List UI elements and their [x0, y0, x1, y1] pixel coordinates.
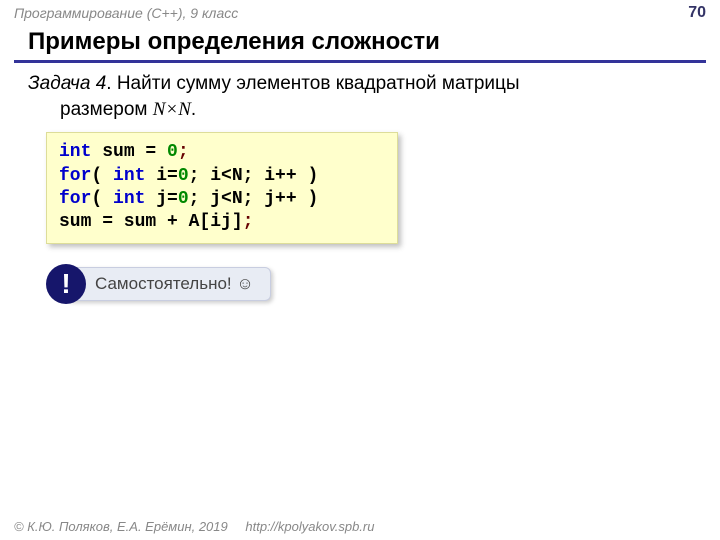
task-nxn: N×N — [153, 99, 191, 120]
task-text-line2: размером N×N. — [0, 97, 720, 123]
note-row: ! Самостоятельно! ☺ — [46, 264, 720, 304]
code-token: ( — [91, 189, 113, 209]
code-token: i= — [145, 166, 177, 186]
code-token: ; — [243, 212, 254, 232]
code-token: ; j<N; j++ ) — [189, 189, 319, 209]
code-line: int sum = 0; — [59, 141, 385, 164]
code-token: j= — [145, 189, 177, 209]
header-bar: Программирование (C++), 9 класс 70 — [0, 0, 720, 26]
code-token: 0 — [178, 189, 189, 209]
code-token: for — [59, 189, 91, 209]
code-token: int — [59, 142, 91, 162]
code-token: ; — [178, 142, 189, 162]
code-token — [91, 142, 102, 162]
task-line2-suffix: . — [191, 99, 196, 120]
task-line2-prefix: размером — [60, 99, 153, 120]
page-number: 70 — [688, 4, 706, 22]
title-underline — [14, 60, 706, 63]
code-token: sum = — [102, 142, 167, 162]
code-token: int — [113, 189, 145, 209]
page-title: Примеры определения сложности — [0, 26, 720, 58]
task-line1: . Найти сумму элементов квадратной матри… — [106, 73, 519, 94]
note-text: Самостоятельно! ☺ — [66, 267, 271, 301]
code-line: for( int i=0; i<N; i++ ) — [59, 165, 385, 188]
code-token: for — [59, 166, 91, 186]
code-token: ; i<N; i++ ) — [189, 166, 319, 186]
code-token: ( — [91, 166, 113, 186]
code-token: 0 — [167, 142, 178, 162]
footer-copyright: © К.Ю. Поляков, Е.А. Ерёмин, 2019 — [14, 519, 228, 534]
exclamation-icon: ! — [46, 264, 86, 304]
course-label: Программирование (C++), 9 класс — [14, 5, 238, 21]
code-line: for( int j=0; j<N; j++ ) — [59, 188, 385, 211]
code-token: sum = sum + A[ij] — [59, 212, 243, 232]
task-text: Задача 4. Найти сумму элементов квадратн… — [0, 71, 720, 97]
code-token: 0 — [178, 166, 189, 186]
code-token: int — [113, 166, 145, 186]
code-line: sum = sum + A[ij]; — [59, 211, 385, 234]
code-block: int sum = 0;for( int i=0; i<N; i++ ) for… — [46, 132, 398, 244]
footer-link: http://kpolyakov.spb.ru — [245, 519, 374, 534]
footer: © К.Ю. Поляков, Е.А. Ерёмин, 2019 http:/… — [14, 519, 374, 534]
task-prefix: Задача 4 — [28, 73, 106, 94]
